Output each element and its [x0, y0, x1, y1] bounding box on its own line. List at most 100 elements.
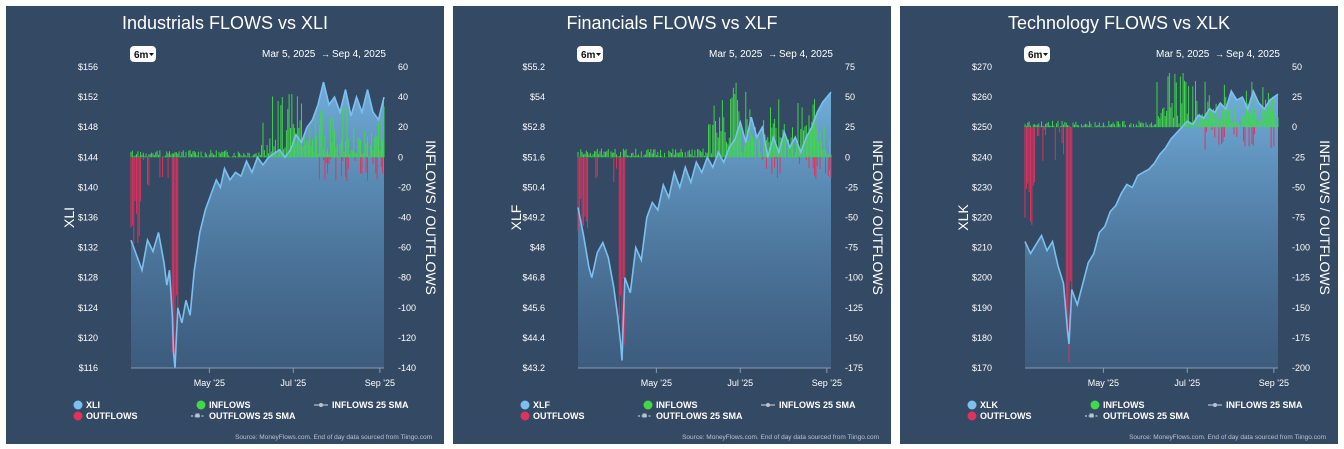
inflow-bar: [244, 154, 246, 158]
outflow-bar: [585, 157, 587, 222]
inflow-bar: [288, 94, 290, 158]
inflow-bar: [610, 151, 612, 158]
inflow-bar: [225, 150, 227, 158]
legend-price-label[interactable]: XLF: [533, 400, 551, 410]
range-button-label[interactable]: 6m: [1028, 50, 1043, 61]
inflow-bar: [1115, 126, 1117, 128]
y-tick-label: $140: [78, 182, 98, 192]
inflow-bar: [339, 143, 341, 158]
outflow-bar: [1031, 127, 1033, 226]
inflow-bar: [815, 129, 817, 158]
inflow-bar: [1129, 124, 1130, 128]
legend-price-marker[interactable]: [73, 400, 83, 410]
inflow-bar: [754, 127, 756, 158]
inflow-bar: [1041, 121, 1042, 128]
legend-outflows-label[interactable]: OUTFLOWS: [980, 411, 1032, 421]
y2-tick-label: -75: [1292, 213, 1305, 223]
date-range-end[interactable]: Sep 4, 2025: [1226, 49, 1280, 60]
y2-tick-label: 0: [1292, 122, 1297, 132]
legend-outflows-label[interactable]: OUTFLOWS: [86, 411, 138, 421]
legend-inflows-sma-label[interactable]: INFLOWS 25 SMA: [1226, 400, 1303, 410]
chevron-down-icon[interactable]: [596, 53, 601, 56]
chevron-down-icon[interactable]: [149, 53, 154, 56]
legend-outflows-sma-icon[interactable]: [195, 413, 200, 418]
legend-outflows-marker[interactable]: [967, 411, 977, 421]
inflow-bar: [258, 152, 260, 158]
inflow-bar: [1251, 81, 1253, 128]
inflow-bar: [285, 130, 287, 158]
inflow-bar: [1248, 112, 1250, 128]
inflow-bar: [585, 150, 587, 158]
date-range-start[interactable]: Mar 5, 2025: [262, 49, 316, 60]
inflow-bar: [657, 151, 659, 158]
date-range-end[interactable]: Sep 4, 2025: [779, 49, 833, 60]
legend-price-marker[interactable]: [520, 400, 530, 410]
y-tick-label: $156: [78, 62, 98, 72]
date-range-end[interactable]: Sep 4, 2025: [332, 49, 386, 60]
legend-outflows-label[interactable]: OUTFLOWS: [533, 411, 585, 421]
legend-price-marker[interactable]: [967, 400, 977, 410]
legend-outflows-marker[interactable]: [73, 411, 83, 421]
chevron-down-icon[interactable]: [1043, 53, 1048, 56]
inflow-bar: [627, 155, 628, 158]
legend-inflows-sma-icon[interactable]: [319, 403, 323, 407]
legend-inflows-label[interactable]: INFLOWS: [209, 400, 251, 410]
inflow-bar: [149, 154, 151, 158]
inflow-bar: [1182, 73, 1184, 128]
legend-inflows-sma-label[interactable]: INFLOWS 25 SMA: [332, 400, 409, 410]
legend-inflows-marker[interactable]: [643, 400, 653, 410]
range-button-label[interactable]: 6m: [134, 50, 149, 61]
inflow-bar: [255, 153, 257, 158]
inflow-bar: [1203, 116, 1205, 128]
legend-price-label[interactable]: XLI: [86, 400, 100, 410]
legend-inflows-marker[interactable]: [1090, 400, 1100, 410]
legend-outflows-sma-label[interactable]: OUTFLOWS 25 SMA: [209, 411, 296, 421]
outflow-bar: [763, 157, 765, 159]
inflow-bar: [1190, 125, 1192, 128]
outflow-bar: [577, 157, 579, 232]
inflow-bar: [761, 156, 763, 158]
inflow-bar: [763, 120, 765, 158]
legend-price-label[interactable]: XLK: [980, 400, 999, 410]
legend-inflows-sma-label[interactable]: INFLOWS 25 SMA: [779, 400, 856, 410]
inflow-bar: [239, 153, 241, 158]
y-tick-label: $50.4: [522, 182, 545, 192]
y-axis-title: XLI: [61, 207, 77, 228]
inflow-bar: [1244, 116, 1246, 128]
range-6m-button[interactable]: [130, 46, 156, 62]
inflow-bar: [1130, 123, 1132, 128]
legend-inflows-sma-icon[interactable]: [1213, 403, 1217, 407]
outflow-bar: [137, 157, 139, 243]
legend-outflows-sma-label[interactable]: OUTFLOWS 25 SMA: [1103, 411, 1190, 421]
inflow-bar: [263, 150, 265, 158]
legend-outflows-marker[interactable]: [520, 411, 530, 421]
legend-inflows-label[interactable]: INFLOWS: [1103, 400, 1145, 410]
inflow-bar: [1046, 122, 1048, 128]
inflow-bar: [207, 156, 209, 158]
date-range-start[interactable]: Mar 5, 2025: [1156, 49, 1210, 60]
inflow-bar: [1164, 116, 1166, 128]
legend-inflows-label[interactable]: INFLOWS: [656, 400, 698, 410]
range-6m-button[interactable]: [1024, 46, 1050, 62]
outflow-bar: [1054, 127, 1056, 160]
inflow-bar: [228, 155, 230, 158]
range-button-label[interactable]: 6m: [581, 50, 596, 61]
legend-inflows-marker[interactable]: [196, 400, 206, 410]
range-6m-button[interactable]: [577, 46, 603, 62]
outflow-bar: [812, 157, 814, 169]
y-tick-label: $124: [78, 303, 98, 313]
inflow-bar: [1258, 120, 1260, 128]
legend-inflows-sma-icon[interactable]: [766, 403, 770, 407]
inflow-bar: [329, 118, 331, 158]
inflow-bar: [1243, 100, 1245, 128]
inflow-bar: [185, 151, 187, 158]
legend-outflows-sma-icon[interactable]: [1089, 413, 1094, 418]
legend-outflows-sma-icon[interactable]: [642, 413, 647, 418]
inflow-bar: [676, 152, 678, 158]
inflow-bar: [798, 149, 800, 158]
inflow-bar: [675, 149, 677, 158]
legend-outflows-sma-label[interactable]: OUTFLOWS 25 SMA: [656, 411, 743, 421]
date-range-start[interactable]: Mar 5, 2025: [709, 49, 763, 60]
inflow-bar: [349, 154, 351, 158]
